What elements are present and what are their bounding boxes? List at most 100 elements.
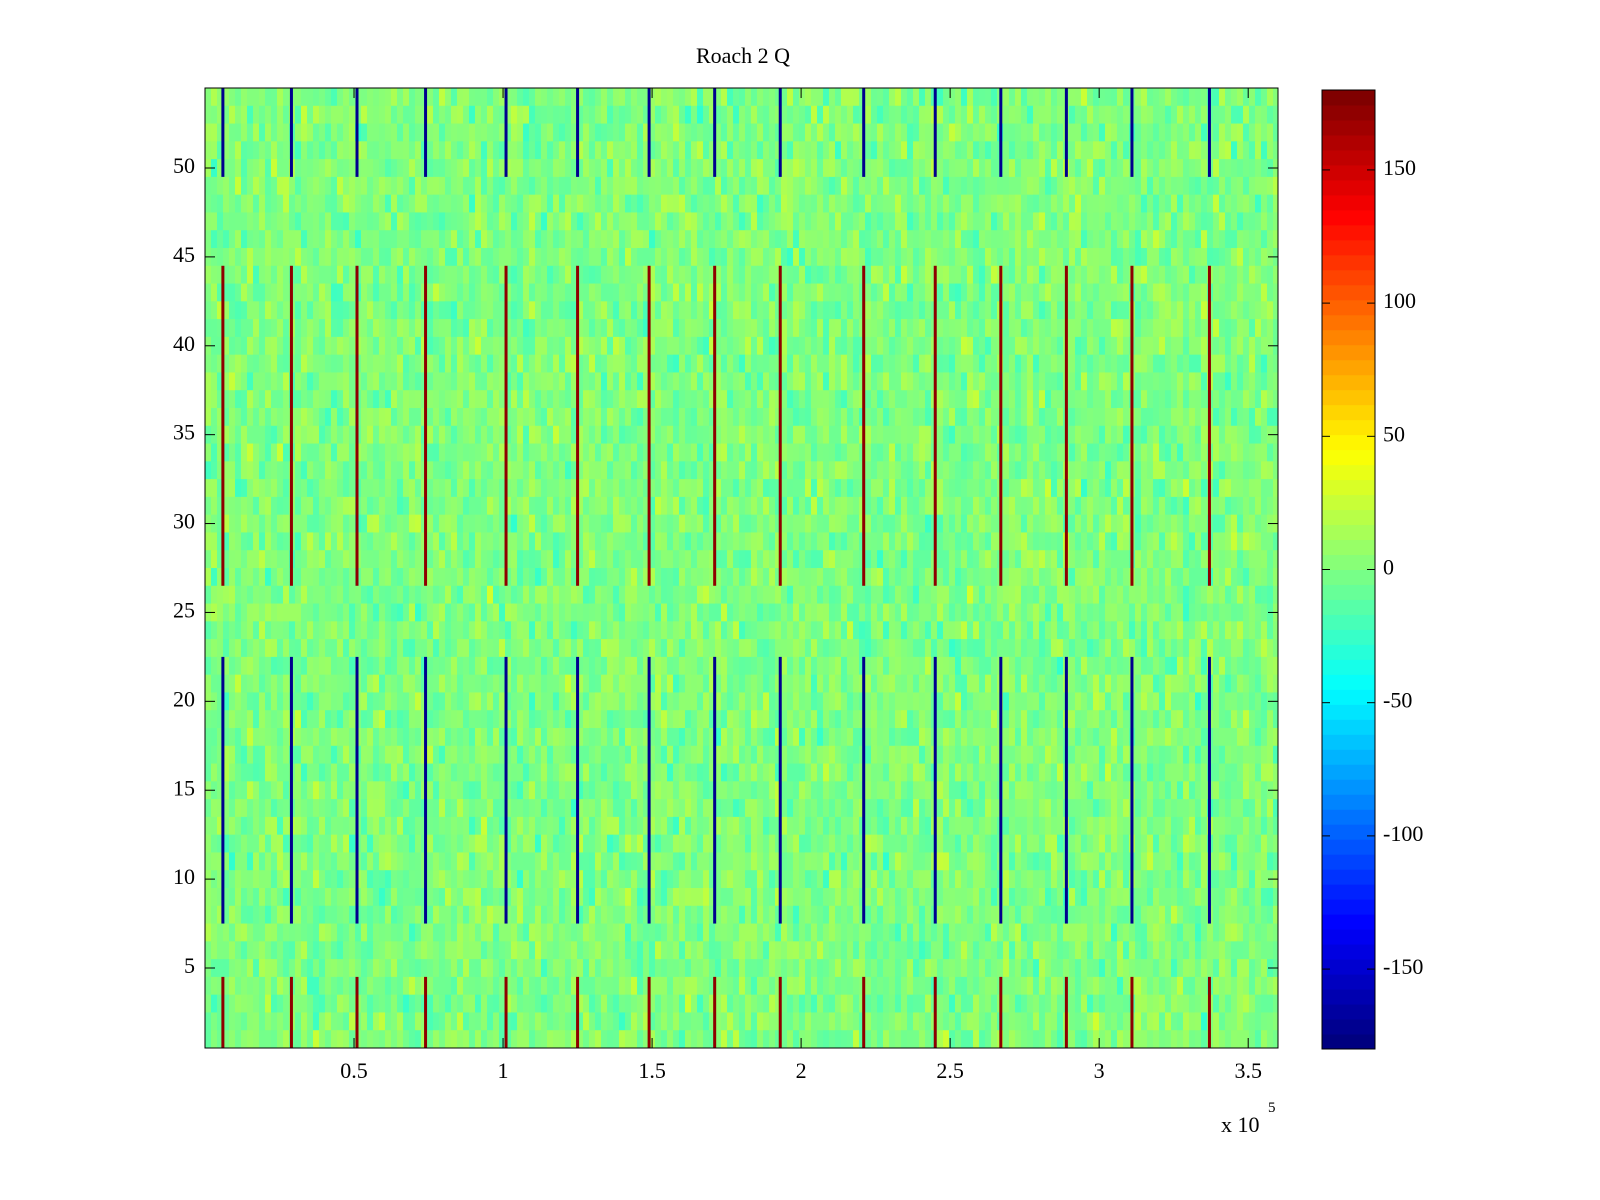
heatmap-cell (595, 443, 602, 462)
heatmap-cell (889, 372, 896, 391)
heatmap-cell (1111, 265, 1118, 284)
heatmap-cell (283, 461, 290, 480)
heatmap-cell (493, 425, 500, 444)
heatmap-cell (505, 319, 512, 338)
heatmap-cell (229, 105, 236, 124)
heatmap-cell (955, 301, 962, 320)
heatmap-cell (973, 212, 980, 231)
heatmap-cell (511, 212, 518, 231)
heatmap-cell (1171, 248, 1178, 267)
heatmap-cell (739, 568, 746, 587)
heatmap-cell (679, 301, 686, 320)
heatmap-cell (475, 105, 482, 124)
heatmap-cell (325, 514, 332, 533)
heatmap-cell (1111, 568, 1118, 587)
heatmap-cell (367, 496, 374, 516)
heatmap-cell (361, 176, 368, 196)
heatmap-cell (415, 88, 422, 107)
heatmap-cell (361, 230, 368, 249)
heatmap-cell (529, 123, 536, 142)
heatmap-cell (1237, 354, 1244, 373)
heatmap-cell (1231, 550, 1238, 569)
heatmap-cell (1021, 354, 1028, 373)
heatmap-cell (829, 194, 836, 213)
heatmap-cell (1111, 354, 1118, 373)
heatmap-cell (733, 550, 740, 569)
heatmap-cell (229, 496, 236, 516)
heatmap-cell (661, 283, 668, 302)
heatmap-cell (847, 194, 854, 213)
heatmap-cell (631, 265, 638, 284)
heatmap-cell (1015, 159, 1022, 178)
heatmap-cell (871, 212, 878, 231)
heatmap-cell (361, 443, 368, 462)
heatmap-cell (709, 496, 716, 516)
heatmap-cell (703, 461, 710, 480)
heatmap-cell (439, 408, 446, 427)
heatmap-cell (1261, 301, 1268, 320)
heatmap-cell (913, 301, 920, 320)
heatmap-cell (1213, 496, 1220, 516)
heatmap-cell (1099, 283, 1106, 302)
heatmap-cell (253, 159, 260, 178)
heatmap-cell (1117, 336, 1124, 356)
heatmap-cell (991, 496, 998, 516)
heatmap-cell (805, 479, 812, 498)
heatmap-cell (613, 319, 620, 338)
heatmap-cell (985, 354, 992, 373)
heatmap-cell (1225, 372, 1232, 391)
heatmap-cell (709, 408, 716, 427)
heatmap-cell (1267, 496, 1274, 516)
heatmap-cell (847, 88, 854, 107)
heatmap-cell (1189, 230, 1196, 249)
heatmap-cell (1159, 159, 1166, 178)
heatmap-cell (1231, 372, 1238, 391)
heatmap-cell (1135, 105, 1142, 124)
heatmap-cell (277, 194, 284, 213)
heatmap-cell (949, 141, 956, 160)
heatmap-cell (871, 105, 878, 124)
heatmap-cell (565, 301, 572, 320)
heatmap-cell (1237, 123, 1244, 142)
heatmap-cell (913, 336, 920, 356)
heatmap-cell (481, 212, 488, 231)
heatmap-cell (691, 248, 698, 267)
heatmap-cell (1063, 176, 1070, 196)
heatmap-cell (319, 336, 326, 356)
heatmap-cell (1201, 176, 1208, 196)
heatmap-cell (979, 425, 986, 444)
heatmap-cell (229, 514, 236, 533)
heatmap-cell (397, 496, 404, 516)
heatmap-cell (907, 301, 914, 320)
heatmap-cell (655, 230, 662, 249)
heatmap-cell (751, 230, 758, 249)
heatmap-cell (427, 176, 434, 196)
heatmap-cell (277, 212, 284, 231)
heatmap-cell (835, 194, 842, 213)
heatmap-cell (271, 568, 278, 587)
heatmap-cell (541, 461, 548, 480)
heatmap-cell (397, 265, 404, 284)
heatmap-cell (631, 568, 638, 587)
heatmap-cell (367, 141, 374, 160)
heatmap-cell (235, 568, 242, 587)
heatmap-cell (907, 496, 914, 516)
heatmap-cell (1189, 159, 1196, 178)
heatmap-cell (487, 461, 494, 480)
heatmap-cell (1189, 283, 1196, 302)
heatmap-cell (439, 550, 446, 569)
heatmap-cell (403, 212, 410, 231)
heatmap-cell (433, 194, 440, 213)
heatmap-cell (325, 159, 332, 178)
heatmap-cell (403, 408, 410, 427)
heatmap-cell (1069, 141, 1076, 160)
heatmap-cell (649, 301, 656, 320)
heatmap-cell (547, 194, 554, 213)
heatmap-cell (1033, 176, 1040, 196)
heatmap-cell (907, 532, 914, 551)
heatmap-cell (1255, 248, 1262, 267)
heatmap-cell (901, 212, 908, 231)
heatmap-cell (871, 479, 878, 498)
heatmap-cell (517, 230, 524, 249)
heatmap-cell (577, 479, 584, 498)
